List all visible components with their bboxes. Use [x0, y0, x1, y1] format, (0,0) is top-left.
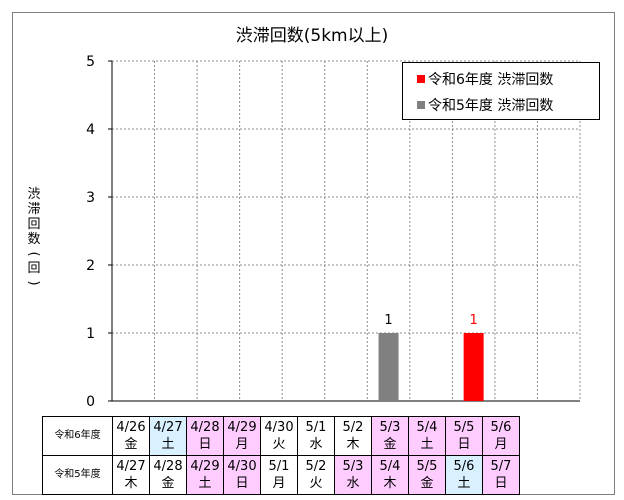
cell-date: 4/30 — [227, 458, 257, 474]
cell-date: 5/3 — [342, 458, 364, 474]
table-cell: 5/1 水 — [297, 416, 335, 456]
cell-date: 5/2 — [305, 458, 327, 474]
cell-date: 5/1 — [268, 458, 290, 474]
cell-weekday: 金 — [161, 475, 175, 491]
cell-weekday: 月 — [272, 475, 286, 491]
legend-label-r5: 令和5年度 渋滞回数 — [428, 98, 554, 114]
cell-weekday: 土 — [161, 436, 175, 452]
row-header: 令和6年度 — [42, 416, 113, 456]
row-header: 令和5年度 — [42, 455, 113, 495]
table-cell: 4/29 土 — [186, 455, 224, 495]
table-cell: 4/30 火 — [260, 416, 298, 456]
cell-weekday: 木 — [383, 475, 397, 491]
y-axis-label-char: 回 — [27, 261, 41, 276]
y-tick-label-1: 1 — [86, 326, 95, 342]
cell-date: 4/27 — [116, 458, 146, 474]
table-cell: 5/3 水 — [334, 455, 372, 495]
cell-date: 5/2 — [342, 419, 364, 435]
table-cell: 4/28 日 — [186, 416, 224, 456]
cell-weekday: 水 — [346, 475, 360, 491]
legend-swatch-r6 — [417, 75, 425, 83]
chart-title: 渋滞回数(5km以上) — [235, 26, 389, 46]
cell-date: 4/27 — [153, 419, 183, 435]
table-cell: 4/27 土 — [149, 416, 187, 456]
cell-weekday: 土 — [198, 475, 212, 491]
cell-weekday: 日 — [457, 436, 471, 452]
legend: 令和6年度 渋滞回数 令和5年度 渋滞回数 — [402, 62, 600, 120]
y-tick-label-3: 3 — [86, 190, 95, 206]
table-cell: 5/3 金 — [371, 416, 409, 456]
y-tick-label-0: 0 — [86, 394, 95, 410]
table-cell: 5/2 火 — [297, 455, 335, 495]
y-axis-label-char: 滞 — [27, 202, 41, 217]
y-tick-label-5: 5 — [86, 54, 95, 70]
table-cell: 4/27 木 — [112, 455, 150, 495]
cell-date: 5/4 — [379, 458, 401, 474]
y-tick-label-2: 2 — [86, 258, 95, 274]
bar-r5-6 — [378, 333, 399, 401]
table-cell: 5/5 金 — [408, 455, 446, 495]
cell-weekday: 金 — [420, 475, 434, 491]
legend-swatch-r5 — [417, 101, 425, 109]
y-axis-label: 渋滞回数(回) — [26, 187, 42, 290]
cell-weekday: 土 — [420, 436, 434, 452]
cell-date: 5/5 — [453, 419, 475, 435]
cell-date: 5/3 — [379, 419, 401, 435]
table-cell: 4/26 金 — [112, 416, 150, 456]
cell-date: 4/30 — [264, 419, 294, 435]
cell-weekday: 月 — [494, 436, 508, 452]
cell-weekday: 日 — [198, 436, 212, 452]
table-cell: 5/2 木 — [334, 416, 372, 456]
table-cell: 5/4 木 — [371, 455, 409, 495]
cell-date: 5/7 — [490, 458, 512, 474]
cell-date: 5/5 — [416, 458, 438, 474]
legend-item-r5: 令和5年度 渋滞回数 — [417, 95, 553, 115]
cell-date: 4/29 — [227, 419, 257, 435]
cell-date: 4/29 — [190, 458, 220, 474]
cell-date: 5/6 — [490, 419, 512, 435]
cell-weekday: 日 — [494, 475, 508, 491]
date-table: 令和6年度 4/26 金 4/27 土 4/28 日 4/29 月 4/30 火 5/1 水 5/2 木 5/… — [42, 416, 520, 495]
legend-item-r6: 令和6年度 渋滞回数 — [417, 69, 553, 89]
cell-weekday: 金 — [124, 436, 138, 452]
table-cell: 4/29 月 — [223, 416, 261, 456]
table-row: 令和6年度 4/26 金 4/27 土 4/28 日 4/29 月 4/30 火 5/1 水 5/2 木 5/… — [42, 416, 520, 456]
cell-weekday: 土 — [457, 475, 471, 491]
cell-date: 5/4 — [416, 419, 438, 435]
cell-weekday: 木 — [124, 475, 138, 491]
cell-weekday: 木 — [346, 436, 360, 452]
cell-weekday: 火 — [272, 436, 286, 452]
y-axis-label-char: 渋 — [27, 187, 41, 202]
table-row: 令和5年度 4/27 木 4/28 金 4/29 土 4/30 日 5/1 月 5/2 火 5/3 水 5/4… — [42, 455, 520, 495]
data-label-r5-6: 1 — [384, 313, 392, 328]
table-cell: 5/7 日 — [482, 455, 520, 495]
y-axis-label-char: 回 — [27, 217, 41, 232]
cell-date: 4/28 — [153, 458, 183, 474]
table-cell: 4/28 金 — [149, 455, 187, 495]
cell-date: 4/26 — [116, 419, 146, 435]
cell-date: 5/1 — [305, 419, 327, 435]
cell-date: 5/6 — [453, 458, 475, 474]
table-cell: 4/30 日 — [223, 455, 261, 495]
y-axis-label-char: 数 — [27, 232, 41, 247]
cell-weekday: 火 — [309, 475, 323, 491]
table-cell: 5/1 月 — [260, 455, 298, 495]
cell-date: 4/28 — [190, 419, 220, 435]
bar-r6-8 — [463, 333, 484, 401]
table-cell: 5/6 土 — [445, 455, 483, 495]
table-cell: 5/5 日 — [445, 416, 483, 456]
legend-label-r6: 令和6年度 渋滞回数 — [428, 72, 554, 88]
cell-weekday: 月 — [235, 436, 249, 452]
y-tick-label-4: 4 — [86, 122, 95, 138]
table-cell: 5/6 月 — [482, 416, 520, 456]
cell-weekday: 水 — [309, 436, 323, 452]
table-cell: 5/4 土 — [408, 416, 446, 456]
cell-weekday: 金 — [383, 436, 397, 452]
cell-weekday: 日 — [235, 475, 249, 491]
data-label-r6-8: 1 — [469, 313, 477, 328]
